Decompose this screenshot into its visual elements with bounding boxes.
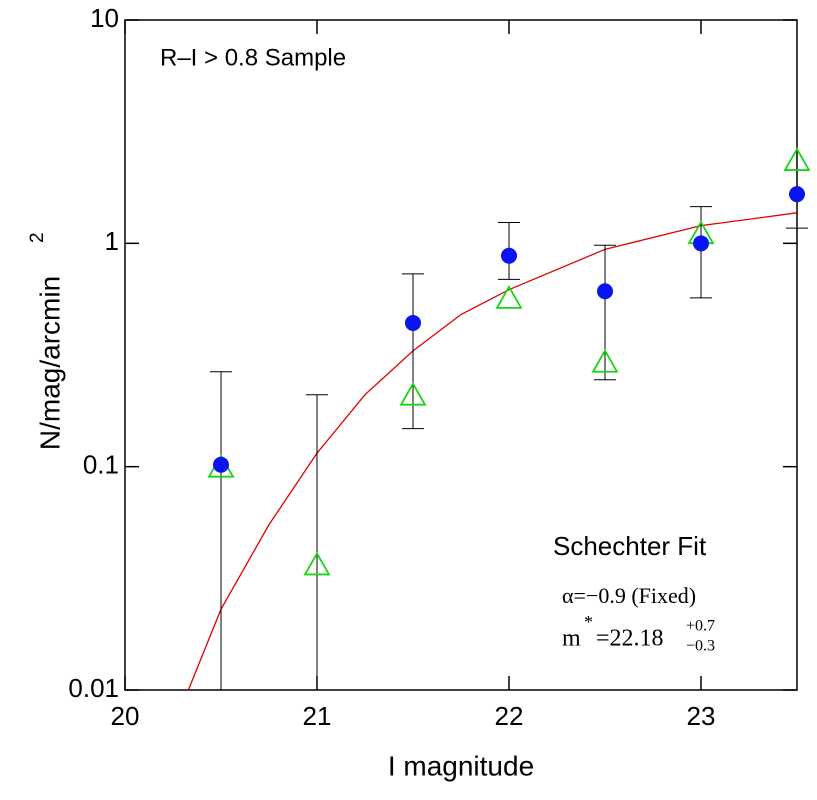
fit-title: Schechter Fit xyxy=(553,531,707,561)
point xyxy=(501,247,517,264)
point xyxy=(591,348,619,373)
point xyxy=(597,283,613,300)
fit-m-minus: −0.3 xyxy=(686,638,715,655)
point xyxy=(405,314,421,331)
fit-m-plus: +0.7 xyxy=(686,618,715,635)
y-tick-label: 1 xyxy=(105,226,119,256)
y-axis-label: N/mag/arcmin xyxy=(34,276,65,450)
fit-m-sup: * xyxy=(584,612,593,632)
y-tick-label: 0.01 xyxy=(68,673,119,703)
y-axis-label-group: N/mag/arcmin 2 xyxy=(27,232,65,450)
sample-label: R–I > 0.8 Sample xyxy=(160,44,346,71)
y-axis-label-sup: 2 xyxy=(27,232,48,243)
point xyxy=(213,456,229,473)
x-tick-label: 20 xyxy=(111,701,140,731)
y-tick-label: 0.1 xyxy=(83,450,119,480)
point xyxy=(495,285,523,309)
point xyxy=(303,551,331,576)
point xyxy=(399,381,427,406)
plot-frame xyxy=(124,19,798,691)
y-tick-label: 10 xyxy=(90,3,119,33)
x-axis-label: I magnitude xyxy=(388,750,534,781)
point xyxy=(693,235,709,252)
fit-m-value: =22.18 xyxy=(596,626,664,652)
point xyxy=(783,147,811,171)
fit-alpha: α=−0.9 (Fixed) xyxy=(562,583,696,608)
x-tick-label: 21 xyxy=(303,701,332,731)
point xyxy=(789,186,805,203)
x-tick-label: 23 xyxy=(687,701,716,731)
x-tick-label: 22 xyxy=(495,701,524,731)
fit-m: m xyxy=(562,626,581,652)
